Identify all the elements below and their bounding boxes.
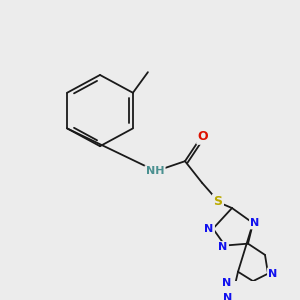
Text: N: N <box>218 242 228 252</box>
Text: N: N <box>268 268 278 279</box>
Text: N: N <box>204 224 214 234</box>
Text: NH: NH <box>146 167 164 176</box>
Text: N: N <box>222 278 232 288</box>
Text: S: S <box>214 195 223 208</box>
Text: N: N <box>250 218 260 228</box>
Text: N: N <box>224 293 232 300</box>
Text: O: O <box>198 130 208 143</box>
